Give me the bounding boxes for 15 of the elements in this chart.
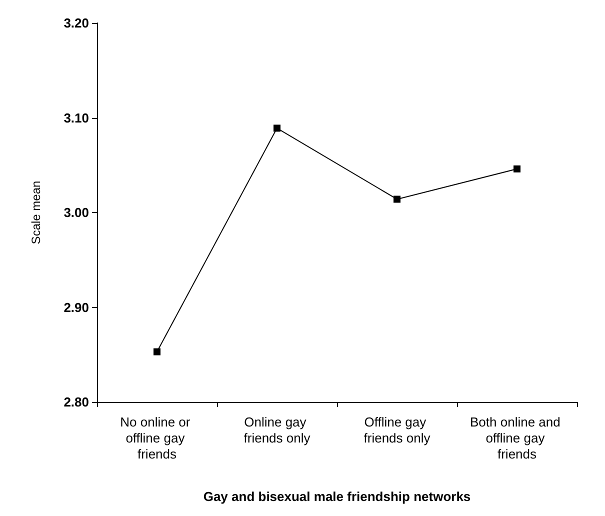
point — [514, 165, 520, 172]
x-tick-label: Online gay friends only — [244, 414, 311, 446]
y-tick-label: 2.80 — [64, 394, 89, 410]
y-tick-label: 3.20 — [64, 16, 89, 30]
y-tick-label: 2.90 — [64, 300, 89, 315]
x-tick-label: No online or offline gay friends — [120, 414, 194, 462]
x-tick-label: Both online and offline gay friends — [470, 414, 564, 462]
y-axis-title: Scale mean — [29, 180, 43, 244]
x-axis-title: Gay and bisexual male friendship networks — [203, 489, 471, 504]
x-tick-label: Offline gay friends only — [364, 414, 431, 446]
point — [274, 124, 280, 132]
point — [154, 348, 160, 356]
y-tick-label: 3.00 — [64, 205, 89, 220]
point — [394, 196, 400, 203]
y-tick-label: 3.10 — [64, 110, 89, 126]
